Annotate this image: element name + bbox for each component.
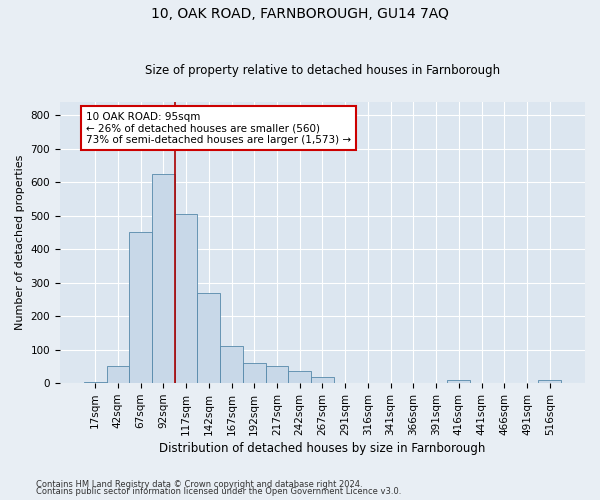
Y-axis label: Number of detached properties: Number of detached properties xyxy=(15,155,25,330)
Bar xyxy=(107,366,129,383)
Bar xyxy=(84,382,107,383)
Bar xyxy=(289,372,311,383)
Bar xyxy=(152,174,175,383)
Bar xyxy=(538,380,561,383)
Bar xyxy=(311,376,334,383)
Bar xyxy=(129,232,152,383)
X-axis label: Distribution of detached houses by size in Farnborough: Distribution of detached houses by size … xyxy=(159,442,485,455)
Text: 10 OAK ROAD: 95sqm
← 26% of detached houses are smaller (560)
73% of semi-detach: 10 OAK ROAD: 95sqm ← 26% of detached hou… xyxy=(86,112,351,145)
Bar xyxy=(175,214,197,383)
Bar xyxy=(266,366,289,383)
Bar xyxy=(220,346,243,383)
Bar xyxy=(448,380,470,383)
Text: Contains HM Land Registry data © Crown copyright and database right 2024.: Contains HM Land Registry data © Crown c… xyxy=(36,480,362,489)
Bar xyxy=(243,363,266,383)
Text: Contains public sector information licensed under the Open Government Licence v3: Contains public sector information licen… xyxy=(36,487,401,496)
Bar xyxy=(197,292,220,383)
Title: Size of property relative to detached houses in Farnborough: Size of property relative to detached ho… xyxy=(145,64,500,77)
Text: 10, OAK ROAD, FARNBOROUGH, GU14 7AQ: 10, OAK ROAD, FARNBOROUGH, GU14 7AQ xyxy=(151,8,449,22)
